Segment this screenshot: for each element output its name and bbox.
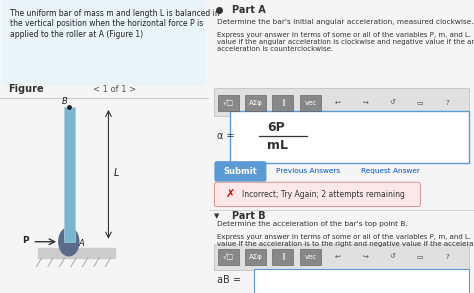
Text: ▭: ▭ <box>417 100 423 105</box>
Text: P: P <box>22 236 28 245</box>
FancyBboxPatch shape <box>300 95 320 111</box>
Text: 6P: 6P <box>267 121 285 134</box>
Text: Figure: Figure <box>9 84 44 94</box>
Text: ↩: ↩ <box>335 254 341 260</box>
Text: Determine the bar's initial angular acceleration, measured clockwise.: Determine the bar's initial angular acce… <box>217 19 473 25</box>
Text: Part A: Part A <box>232 5 266 15</box>
Text: Express your answer in terms of some or all of the variables P, m, and L. Enter : Express your answer in terms of some or … <box>217 234 474 247</box>
Text: ↪: ↪ <box>362 254 368 260</box>
FancyBboxPatch shape <box>214 161 266 182</box>
Text: vec: vec <box>304 254 317 260</box>
Text: vec: vec <box>304 100 317 105</box>
FancyBboxPatch shape <box>214 182 420 207</box>
Text: Determine the acceleration of the bar's top point B.: Determine the acceleration of the bar's … <box>217 221 407 227</box>
Text: Previous Answers: Previous Answers <box>276 168 340 174</box>
Text: ?: ? <box>445 100 449 105</box>
FancyBboxPatch shape <box>230 111 469 163</box>
Text: Submit: Submit <box>224 167 257 176</box>
Text: The uniform bar of mass m and length L is balanced in
the vertical position when: The uniform bar of mass m and length L i… <box>10 9 220 39</box>
FancyBboxPatch shape <box>214 244 469 270</box>
Bar <box>64 107 75 242</box>
Text: ?: ? <box>445 254 449 260</box>
Text: √□: √□ <box>223 253 234 260</box>
FancyBboxPatch shape <box>218 249 238 265</box>
Text: α =: α = <box>217 131 234 141</box>
Circle shape <box>59 228 79 256</box>
Text: ↪: ↪ <box>362 100 368 105</box>
FancyBboxPatch shape <box>218 95 238 111</box>
FancyBboxPatch shape <box>272 249 293 265</box>
Text: aB =: aB = <box>217 275 240 285</box>
Text: Part B: Part B <box>232 211 266 221</box>
FancyBboxPatch shape <box>214 88 469 116</box>
Text: ↺: ↺ <box>390 254 395 260</box>
FancyBboxPatch shape <box>254 269 469 293</box>
Text: L: L <box>114 168 119 178</box>
Text: AΣφ: AΣφ <box>249 254 263 260</box>
Text: mL: mL <box>267 139 288 152</box>
Text: ✗: ✗ <box>226 189 235 199</box>
Text: Incorrect; Try Again; 2 attempts remaining: Incorrect; Try Again; 2 attempts remaini… <box>242 190 405 199</box>
Text: A: A <box>78 239 84 248</box>
FancyBboxPatch shape <box>2 1 204 85</box>
FancyBboxPatch shape <box>272 95 293 111</box>
Text: AΣφ: AΣφ <box>249 100 263 105</box>
Text: √□: √□ <box>223 99 234 106</box>
FancyBboxPatch shape <box>245 95 266 111</box>
Text: ▼: ▼ <box>214 213 219 219</box>
Text: ||: || <box>281 253 285 260</box>
FancyBboxPatch shape <box>300 249 320 265</box>
Text: ↩: ↩ <box>335 100 341 105</box>
Text: B: B <box>62 97 67 106</box>
Text: < 1 of 1 >: < 1 of 1 > <box>93 85 136 94</box>
Text: Request Answer: Request Answer <box>361 168 420 174</box>
Text: Express your answer in terms of some or all of the variables P, m, and L. Enter : Express your answer in terms of some or … <box>217 32 474 52</box>
Text: ↺: ↺ <box>390 100 395 105</box>
FancyBboxPatch shape <box>245 249 266 265</box>
Text: ||: || <box>281 99 285 106</box>
Text: ▭: ▭ <box>417 254 423 260</box>
